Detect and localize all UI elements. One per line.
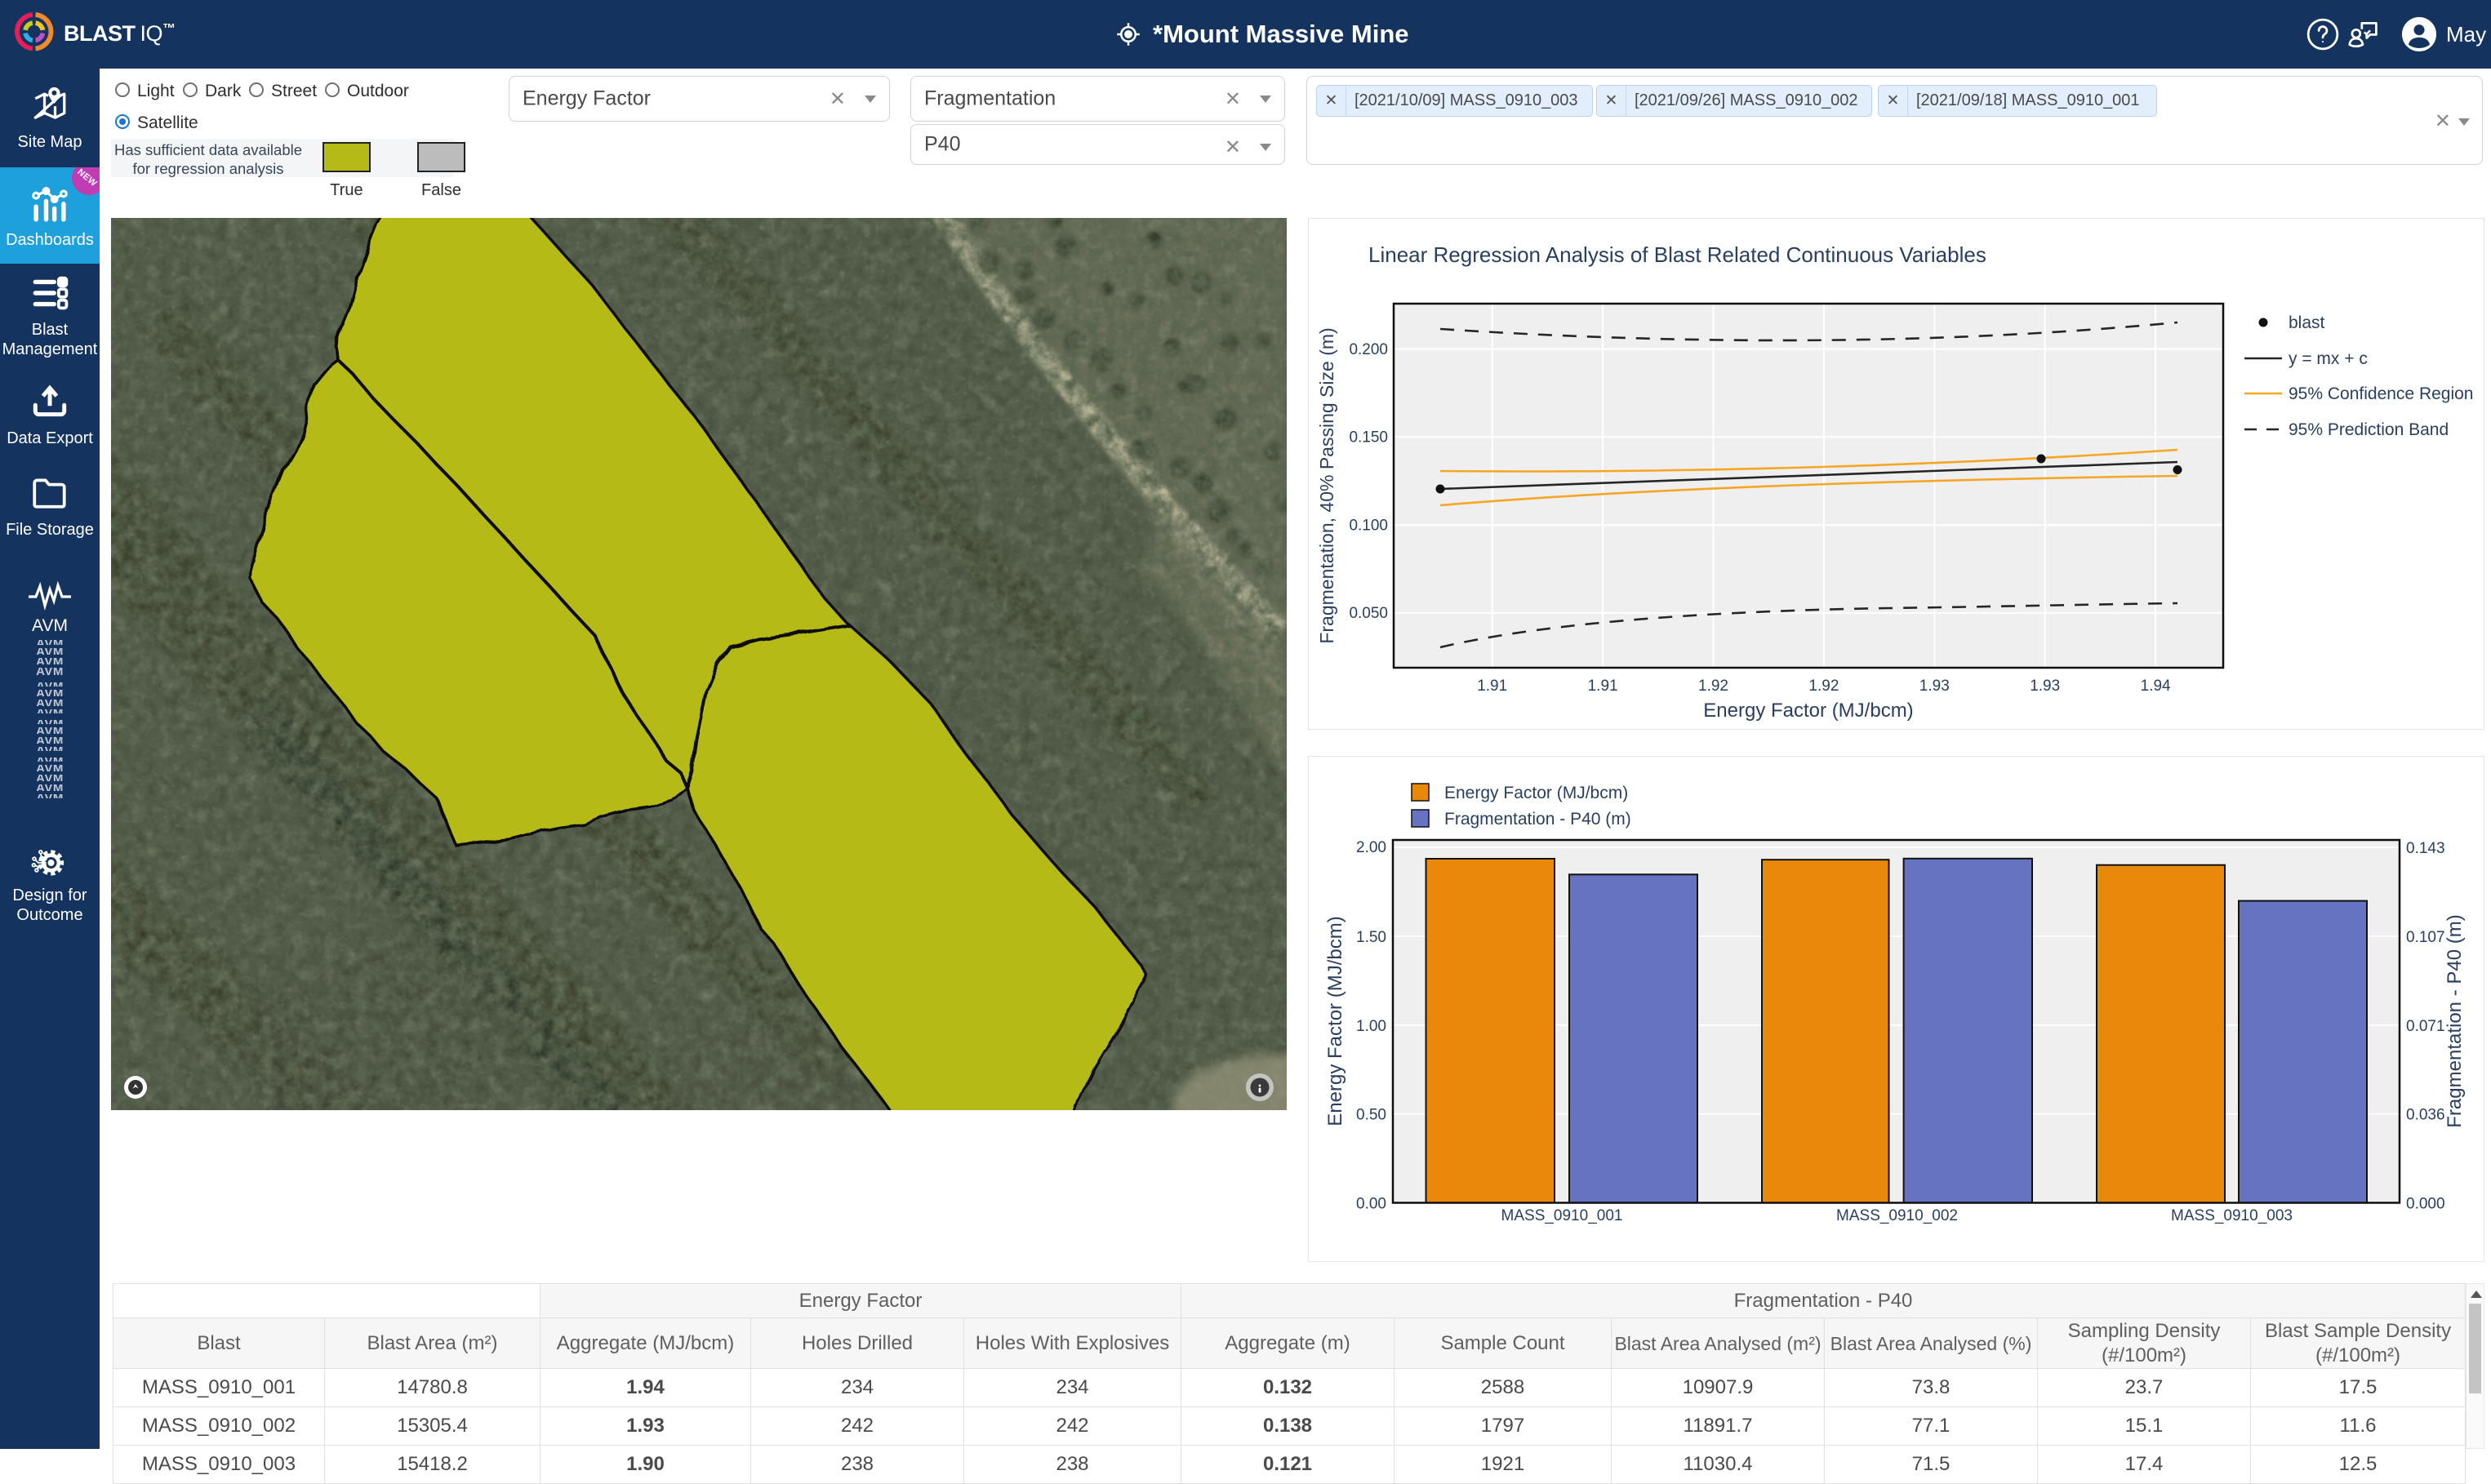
svg-text:0.036: 0.036	[2406, 1107, 2445, 1124]
svg-text:Fragmentation, 40% Passing Siz: Fragmentation, 40% Passing Size (m)	[1316, 327, 1337, 643]
svg-text:Energy Factor (MJ/bcm): Energy Factor (MJ/bcm)	[1444, 784, 1628, 802]
svg-text:1.93: 1.93	[2030, 678, 2060, 695]
svg-text:1.00: 1.00	[1356, 1018, 1386, 1035]
svg-text:0.150: 0.150	[1349, 429, 1388, 446]
svg-text:2.00: 2.00	[1356, 839, 1386, 856]
svg-text:MASS_0910_003: MASS_0910_003	[2171, 1207, 2293, 1224]
svg-text:y = mx + c: y = mx + c	[2289, 349, 2368, 368]
svg-text:0.50: 0.50	[1356, 1107, 1386, 1124]
svg-text:0.000: 0.000	[2406, 1196, 2445, 1213]
svg-text:1.91: 1.91	[1588, 678, 1618, 695]
svg-text:95% Prediction Band: 95% Prediction Band	[2289, 420, 2449, 439]
svg-text:1.91: 1.91	[1477, 678, 1507, 695]
svg-text:0.200: 0.200	[1349, 341, 1388, 358]
svg-text:blast: blast	[2289, 313, 2325, 332]
svg-text:MASS_0910_001: MASS_0910_001	[1501, 1207, 1623, 1224]
svg-text:Linear Regression Analysis of: Linear Regression Analysis of Blast Rela…	[1368, 242, 1986, 267]
svg-text:1.93: 1.93	[1919, 678, 1950, 695]
svg-text:1.92: 1.92	[1808, 678, 1839, 695]
svg-text:1.92: 1.92	[1698, 678, 1728, 695]
svg-text:0.050: 0.050	[1349, 605, 1388, 622]
svg-text:Energy Factor (MJ/bcm): Energy Factor (MJ/bcm)	[1324, 916, 1346, 1126]
svg-text:Fragmentation - P40 (m): Fragmentation - P40 (m)	[1444, 810, 1631, 829]
svg-text:0.100: 0.100	[1349, 517, 1388, 534]
svg-text:MASS_0910_002: MASS_0910_002	[1836, 1207, 1958, 1224]
svg-text:1.94: 1.94	[2141, 678, 2171, 695]
svg-text:0.00: 0.00	[1356, 1196, 1386, 1213]
svg-text:1.50: 1.50	[1356, 929, 1386, 946]
svg-text:0.107: 0.107	[2406, 929, 2445, 946]
svg-text:95% Confidence Region: 95% Confidence Region	[2289, 384, 2474, 403]
svg-text:Energy Factor (MJ/bcm): Energy Factor (MJ/bcm)	[1703, 700, 1913, 722]
svg-text:Fragmentation - P40 (m): Fragmentation - P40 (m)	[2444, 914, 2466, 1127]
svg-text:0.143: 0.143	[2406, 840, 2445, 857]
svg-text:0.071: 0.071	[2406, 1018, 2445, 1035]
